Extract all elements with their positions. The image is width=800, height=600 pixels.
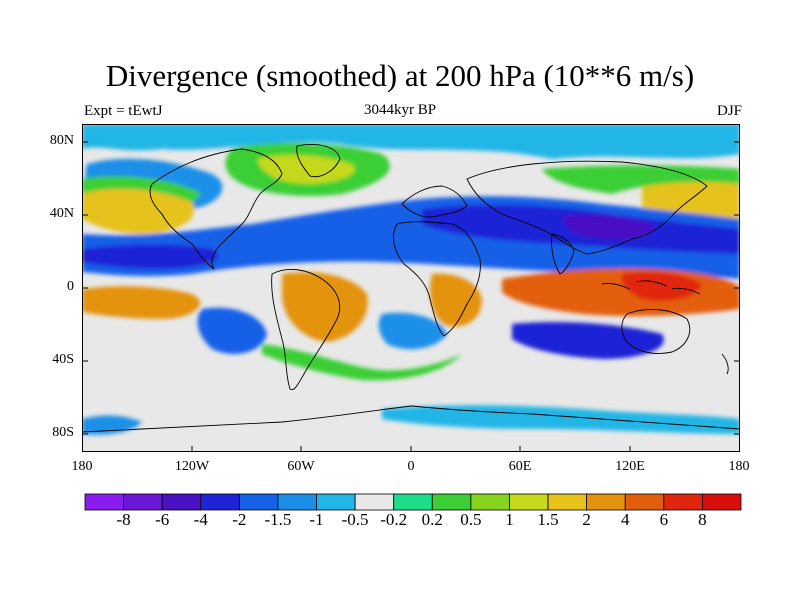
colorbar-box: [316, 493, 356, 511]
coast-south-america: [271, 268, 341, 391]
field-sh-southern-band-green: [262, 344, 462, 381]
field-sh-pacific-blue: [197, 307, 267, 354]
coast-australia: [621, 309, 691, 354]
colorbar-box: [586, 493, 626, 511]
coast-europe: [401, 185, 468, 218]
colorbar-label: 6: [659, 510, 669, 529]
field-n-pacific-orange: [82, 188, 195, 234]
lon-label-120w: 120W: [174, 459, 210, 474]
colorbar-label: 1.5: [537, 510, 559, 529]
colorbar-label: -4: [193, 510, 208, 529]
colorbar-box: [277, 493, 317, 511]
colorbar-label: 0.2: [421, 510, 443, 529]
lat-label-40s: 40S: [52, 352, 74, 367]
field-nw-pacific-green: [542, 165, 740, 194]
colorbar-box: [431, 493, 472, 511]
colorbar-box: [123, 493, 163, 511]
coast-africa: [393, 221, 481, 337]
colorbar-box: [509, 493, 549, 511]
colorbar-box: [354, 493, 395, 511]
colorbar-label: -1.5: [264, 510, 292, 529]
coast-new-zealand: [721, 353, 729, 375]
field-n-pacific-green: [82, 176, 202, 202]
coast-asia: [466, 160, 708, 255]
colorbar-label: 0.5: [460, 510, 482, 529]
lon-label-180w: 180: [71, 459, 93, 474]
colorbar-label: -1: [309, 510, 324, 529]
colorbar-label: -0.5: [341, 510, 369, 529]
colorbar-box: [238, 493, 279, 511]
coast-antarctica: [82, 405, 740, 433]
field-africa-divergence: [430, 273, 482, 327]
colorbar-label: -8: [116, 510, 131, 529]
lat-label-80n: 80N: [49, 133, 74, 148]
colorbar-label: -6: [155, 510, 170, 529]
field-maritime-continent-peak: [621, 272, 702, 301]
lon-label-60e: 60E: [508, 459, 532, 474]
season-label: DJF: [716, 103, 742, 119]
field-south-america-divergence: [282, 272, 368, 342]
colorbar-label: -0.2: [380, 510, 408, 529]
colorbar-box: [200, 493, 240, 511]
lat-label-40n: 40N: [49, 206, 74, 221]
field-arctic-blue: [82, 124, 740, 159]
colorbar-label: -2: [232, 510, 247, 529]
colorbar-box: [624, 493, 665, 511]
lat-label-eq: 0: [67, 279, 74, 294]
plot-title: Divergence (smoothed) at 200 hPa (10**6 …: [105, 58, 695, 93]
coastlines: [82, 144, 740, 433]
field-sh-indian-blue: [512, 322, 664, 359]
divergence-map: [82, 124, 740, 452]
colorbar: [84, 493, 742, 511]
colorbar-box: [547, 493, 588, 511]
colorbar-box: [393, 493, 433, 511]
coast-maritime-continent: [601, 280, 701, 295]
lon-label-120e: 120E: [615, 459, 645, 474]
divergence-field: [82, 124, 740, 435]
colorbar-label: 1: [505, 510, 514, 529]
lon-label-0: 0: [407, 459, 415, 474]
colorbar-box: [161, 493, 202, 511]
colorbar-box: [84, 493, 124, 511]
field-sh-atlantic-blue: [378, 312, 447, 350]
coast-india: [551, 233, 575, 275]
field-nh-convergence-peak: [562, 214, 654, 240]
colorbar-label: 2: [582, 510, 591, 529]
field-antarctic-blue: [382, 405, 740, 434]
time-label: 3044kyr BP: [363, 102, 437, 118]
lat-label-80s: 80S: [52, 425, 74, 440]
coast-north-america: [149, 148, 283, 270]
field-nh-convergence-core-pacific: [82, 244, 219, 269]
field-tropical-divergence-band: [82, 286, 201, 319]
coast-greenland: [296, 144, 341, 178]
colorbar-label: 4: [620, 510, 630, 529]
field-n-atlantic-yellow: [257, 154, 355, 184]
lon-label-180e: 180: [728, 459, 750, 474]
colorbar-box: [702, 493, 742, 511]
colorbar-label: 8: [698, 510, 707, 529]
colorbar-box: [663, 493, 703, 511]
colorbar-box: [470, 493, 510, 511]
map-ticks: [82, 141, 740, 452]
lon-label-60w: 60W: [287, 459, 315, 474]
experiment-label: Expt = tEwtJ: [84, 103, 163, 119]
